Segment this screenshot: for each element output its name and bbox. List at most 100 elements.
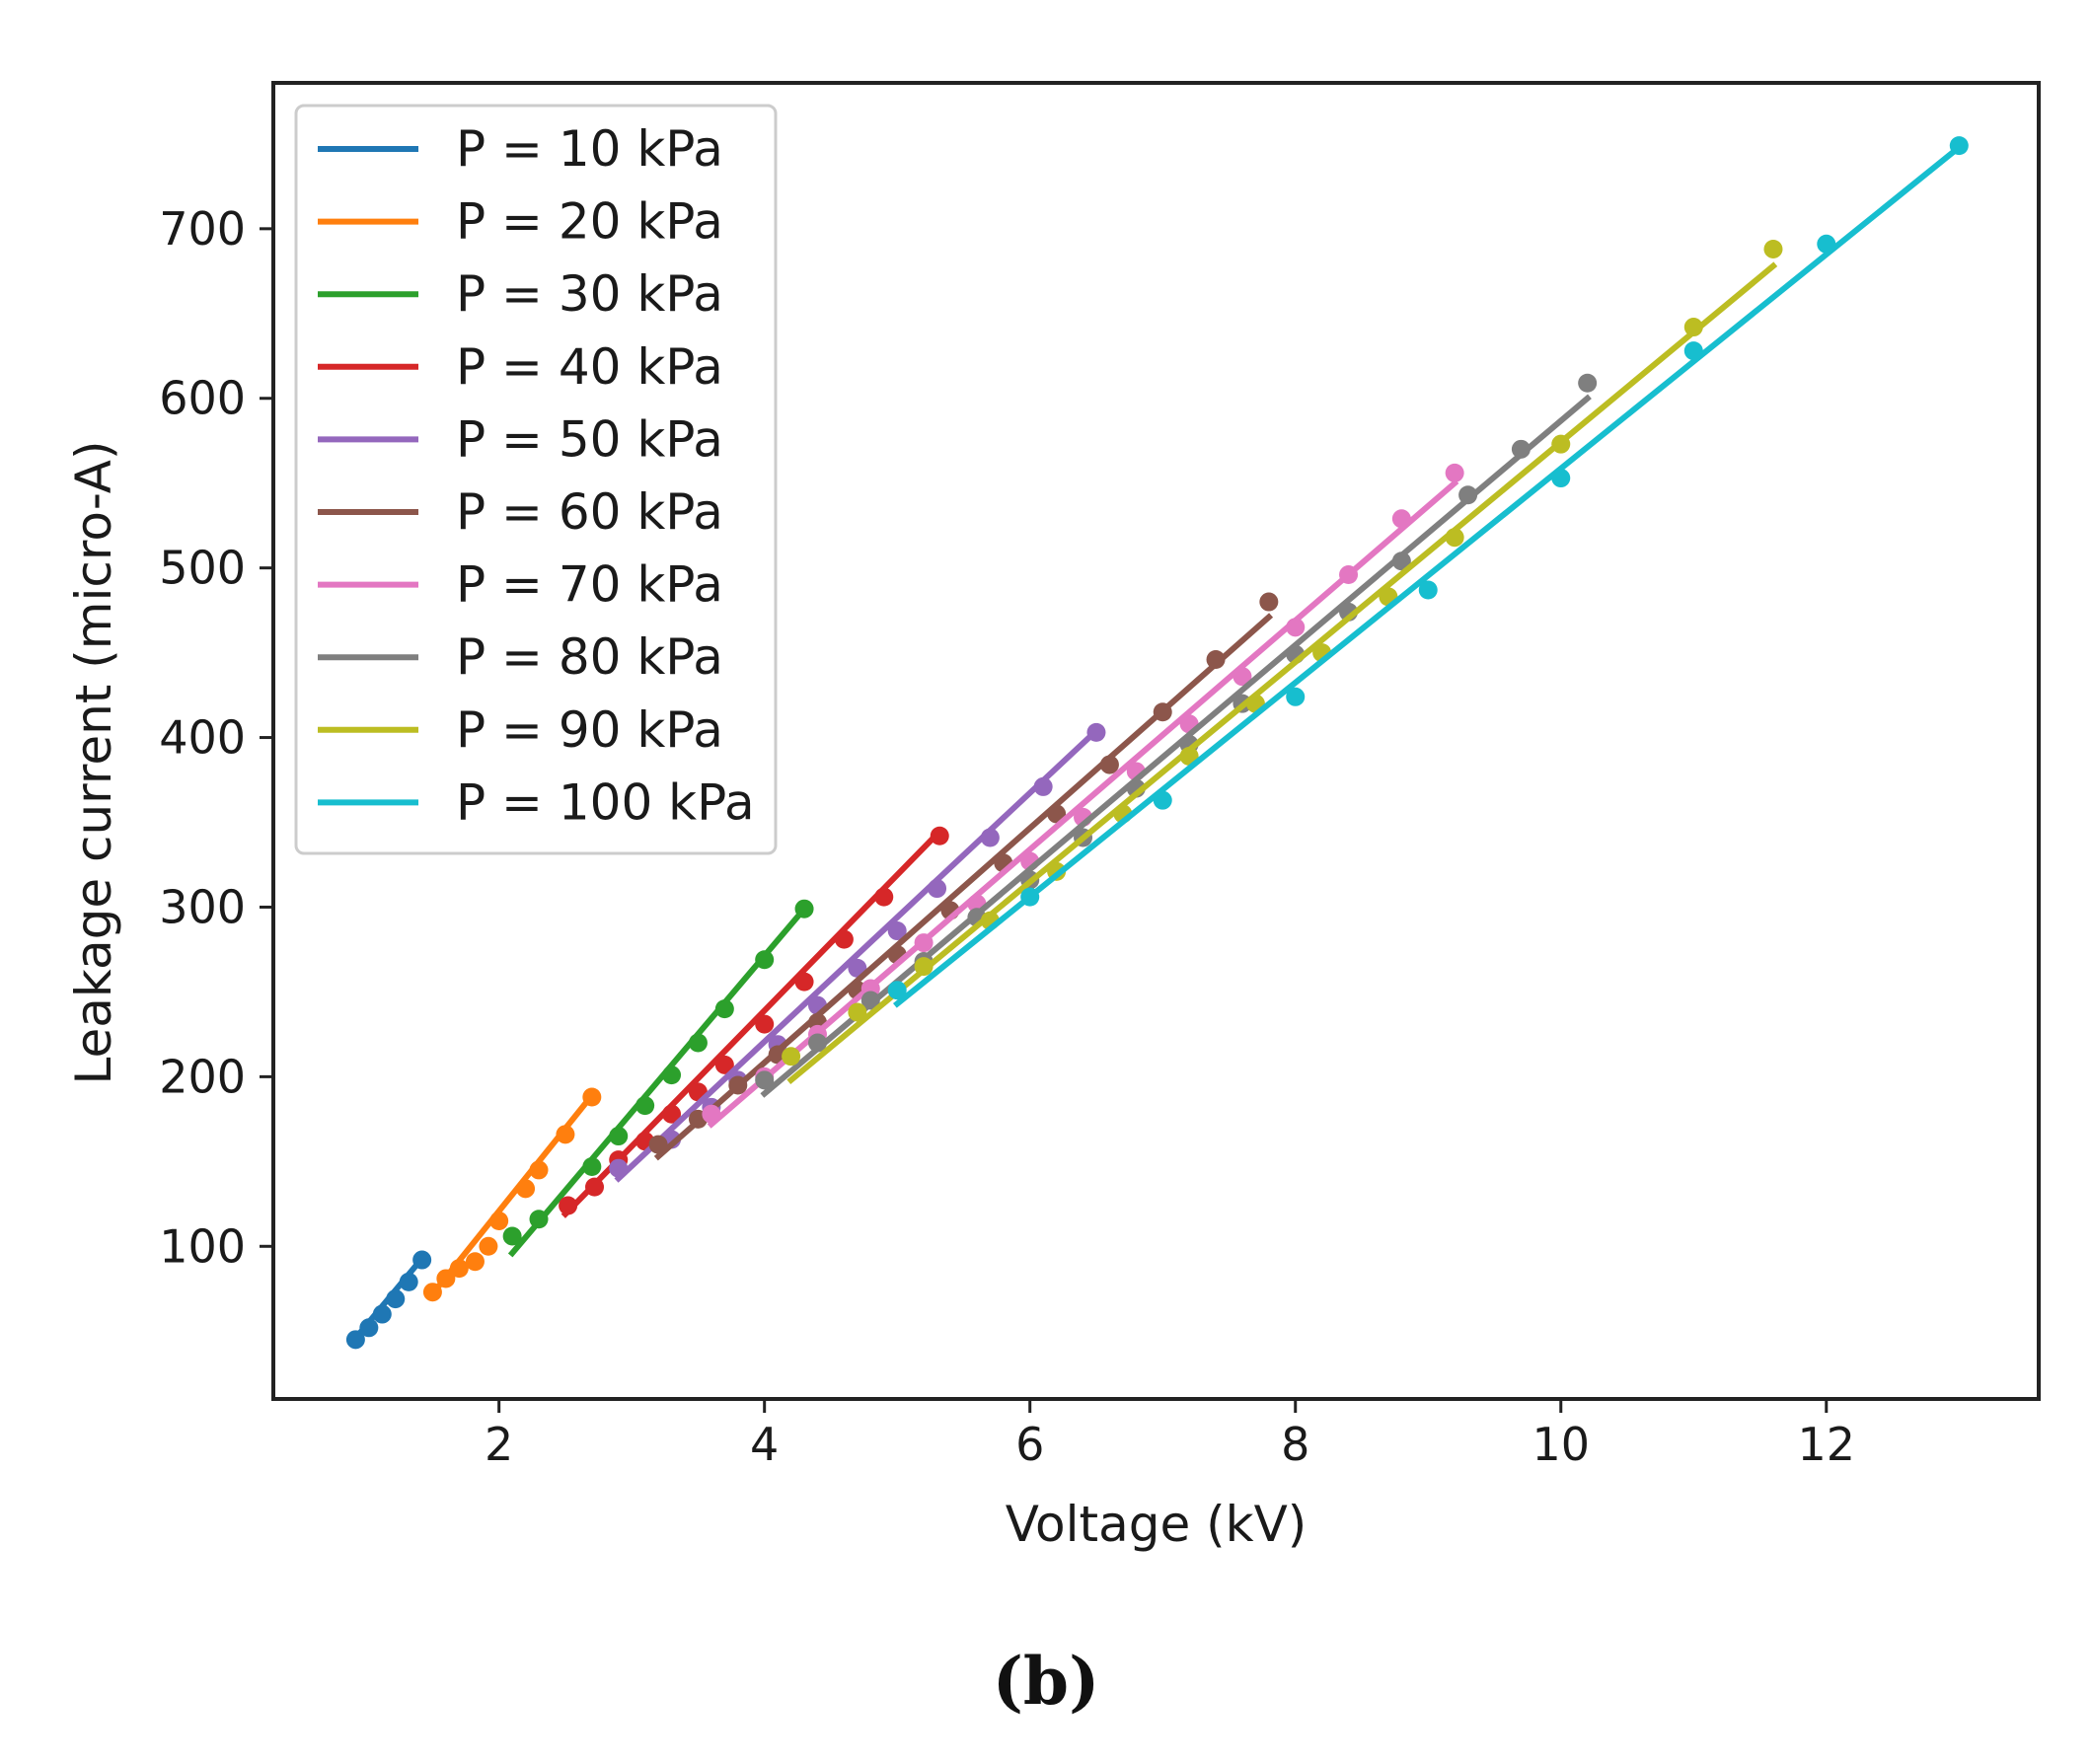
- series-8: [755, 373, 1598, 1098]
- data-point: [887, 981, 907, 1000]
- legend: P = 10 kPa P = 20 kPa P = 30 kPa P = 40 kPa…: [294, 104, 778, 855]
- data-point: [609, 1127, 629, 1146]
- data-point: [714, 1055, 734, 1074]
- data-point: [556, 1125, 575, 1144]
- data-point: [449, 1259, 469, 1279]
- data-point: [559, 1196, 578, 1215]
- data-point: [887, 921, 907, 941]
- y-tick-label: 500: [159, 542, 246, 595]
- x-axis-label: Voltage (kV): [1006, 1496, 1308, 1553]
- data-point: [1153, 702, 1172, 722]
- series-4: [559, 826, 949, 1218]
- data-point: [582, 1156, 602, 1176]
- ticks-layer: 2 4 6 8 10 12 100 200 300 400 500 600 700: [159, 202, 1855, 1471]
- data-point: [1683, 341, 1703, 361]
- legend-entry: P = 70 kPa: [456, 556, 723, 614]
- data-point: [1286, 687, 1306, 706]
- data-point: [1339, 565, 1359, 585]
- data-point: [1391, 551, 1411, 571]
- data-point: [436, 1269, 456, 1288]
- legend-entry: P = 20 kPa: [456, 193, 723, 251]
- data-point: [1445, 528, 1464, 548]
- data-point: [529, 1210, 549, 1229]
- data-point: [648, 1135, 668, 1154]
- series-layer: [345, 136, 1969, 1350]
- data-point: [1763, 239, 1783, 258]
- fit-line: [786, 261, 1778, 1085]
- data-point: [688, 1033, 708, 1053]
- data-point: [635, 1096, 655, 1116]
- x-tick-label: 6: [1015, 1418, 1044, 1471]
- data-point: [755, 950, 775, 970]
- figure-caption: (b): [992, 1643, 1100, 1720]
- legend-entry: P = 80 kPa: [456, 628, 723, 686]
- data-point: [1817, 234, 1836, 254]
- legend-entry: P = 90 kPa: [456, 701, 723, 759]
- data-point: [874, 887, 894, 907]
- data-point: [807, 1033, 827, 1053]
- series-7: [702, 463, 1464, 1129]
- data-point: [728, 1075, 748, 1095]
- fit-line: [892, 143, 1964, 1008]
- data-point: [714, 999, 734, 1019]
- data-point: [1445, 463, 1464, 482]
- data-point: [1949, 136, 1969, 156]
- data-point: [1086, 722, 1106, 742]
- data-point: [1033, 776, 1053, 796]
- x-tick-label: 2: [485, 1418, 513, 1471]
- data-point: [914, 957, 934, 977]
- y-tick-label: 300: [159, 880, 246, 933]
- data-point: [372, 1304, 392, 1324]
- data-point: [782, 1047, 801, 1066]
- fit-line: [760, 394, 1592, 1098]
- data-point: [1578, 373, 1598, 393]
- data-point: [412, 1250, 432, 1270]
- data-point: [860, 991, 880, 1010]
- data-point: [834, 929, 854, 949]
- data-point: [1458, 485, 1478, 505]
- data-point: [582, 1087, 602, 1107]
- data-point: [794, 972, 814, 992]
- data-point: [1286, 618, 1306, 637]
- data-point: [1551, 469, 1571, 488]
- series-10: [887, 136, 1969, 1008]
- data-point: [662, 1066, 682, 1085]
- x-tick-label: 12: [1798, 1418, 1856, 1471]
- data-point: [399, 1272, 418, 1291]
- x-tick-label: 10: [1532, 1418, 1590, 1471]
- series-2: [422, 1087, 602, 1302]
- data-point: [609, 1158, 629, 1178]
- data-point: [585, 1177, 605, 1197]
- data-point: [755, 1014, 775, 1034]
- data-point: [1511, 439, 1531, 459]
- x-tick-label: 4: [750, 1418, 779, 1471]
- series-9: [782, 239, 1783, 1085]
- data-point: [1551, 434, 1571, 454]
- x-tick-label: 8: [1281, 1418, 1309, 1471]
- data-point: [1099, 755, 1119, 774]
- data-point: [489, 1211, 509, 1230]
- legend-entry: P = 60 kPa: [456, 483, 723, 541]
- fit-line: [707, 478, 1459, 1129]
- data-point: [479, 1236, 498, 1256]
- data-point: [516, 1179, 536, 1199]
- data-point: [928, 879, 947, 899]
- data-point: [1418, 580, 1438, 600]
- data-point: [1153, 790, 1172, 810]
- y-tick-label: 600: [159, 372, 246, 425]
- data-point: [848, 1002, 867, 1022]
- legend-entry: P = 30 kPa: [456, 265, 723, 323]
- series-1: [345, 1250, 432, 1350]
- y-tick-label: 700: [159, 202, 246, 256]
- data-point: [980, 828, 1000, 847]
- y-axis-label: Leakage current (micro-A): [65, 441, 122, 1085]
- data-point: [1020, 887, 1040, 907]
- data-point: [422, 1283, 442, 1302]
- data-point: [529, 1160, 549, 1180]
- data-point: [930, 826, 949, 845]
- data-point: [502, 1226, 522, 1246]
- legend-entry: P = 50 kPa: [456, 410, 723, 468]
- data-point: [1233, 667, 1252, 687]
- legend-entry: P = 100 kPa: [456, 773, 755, 831]
